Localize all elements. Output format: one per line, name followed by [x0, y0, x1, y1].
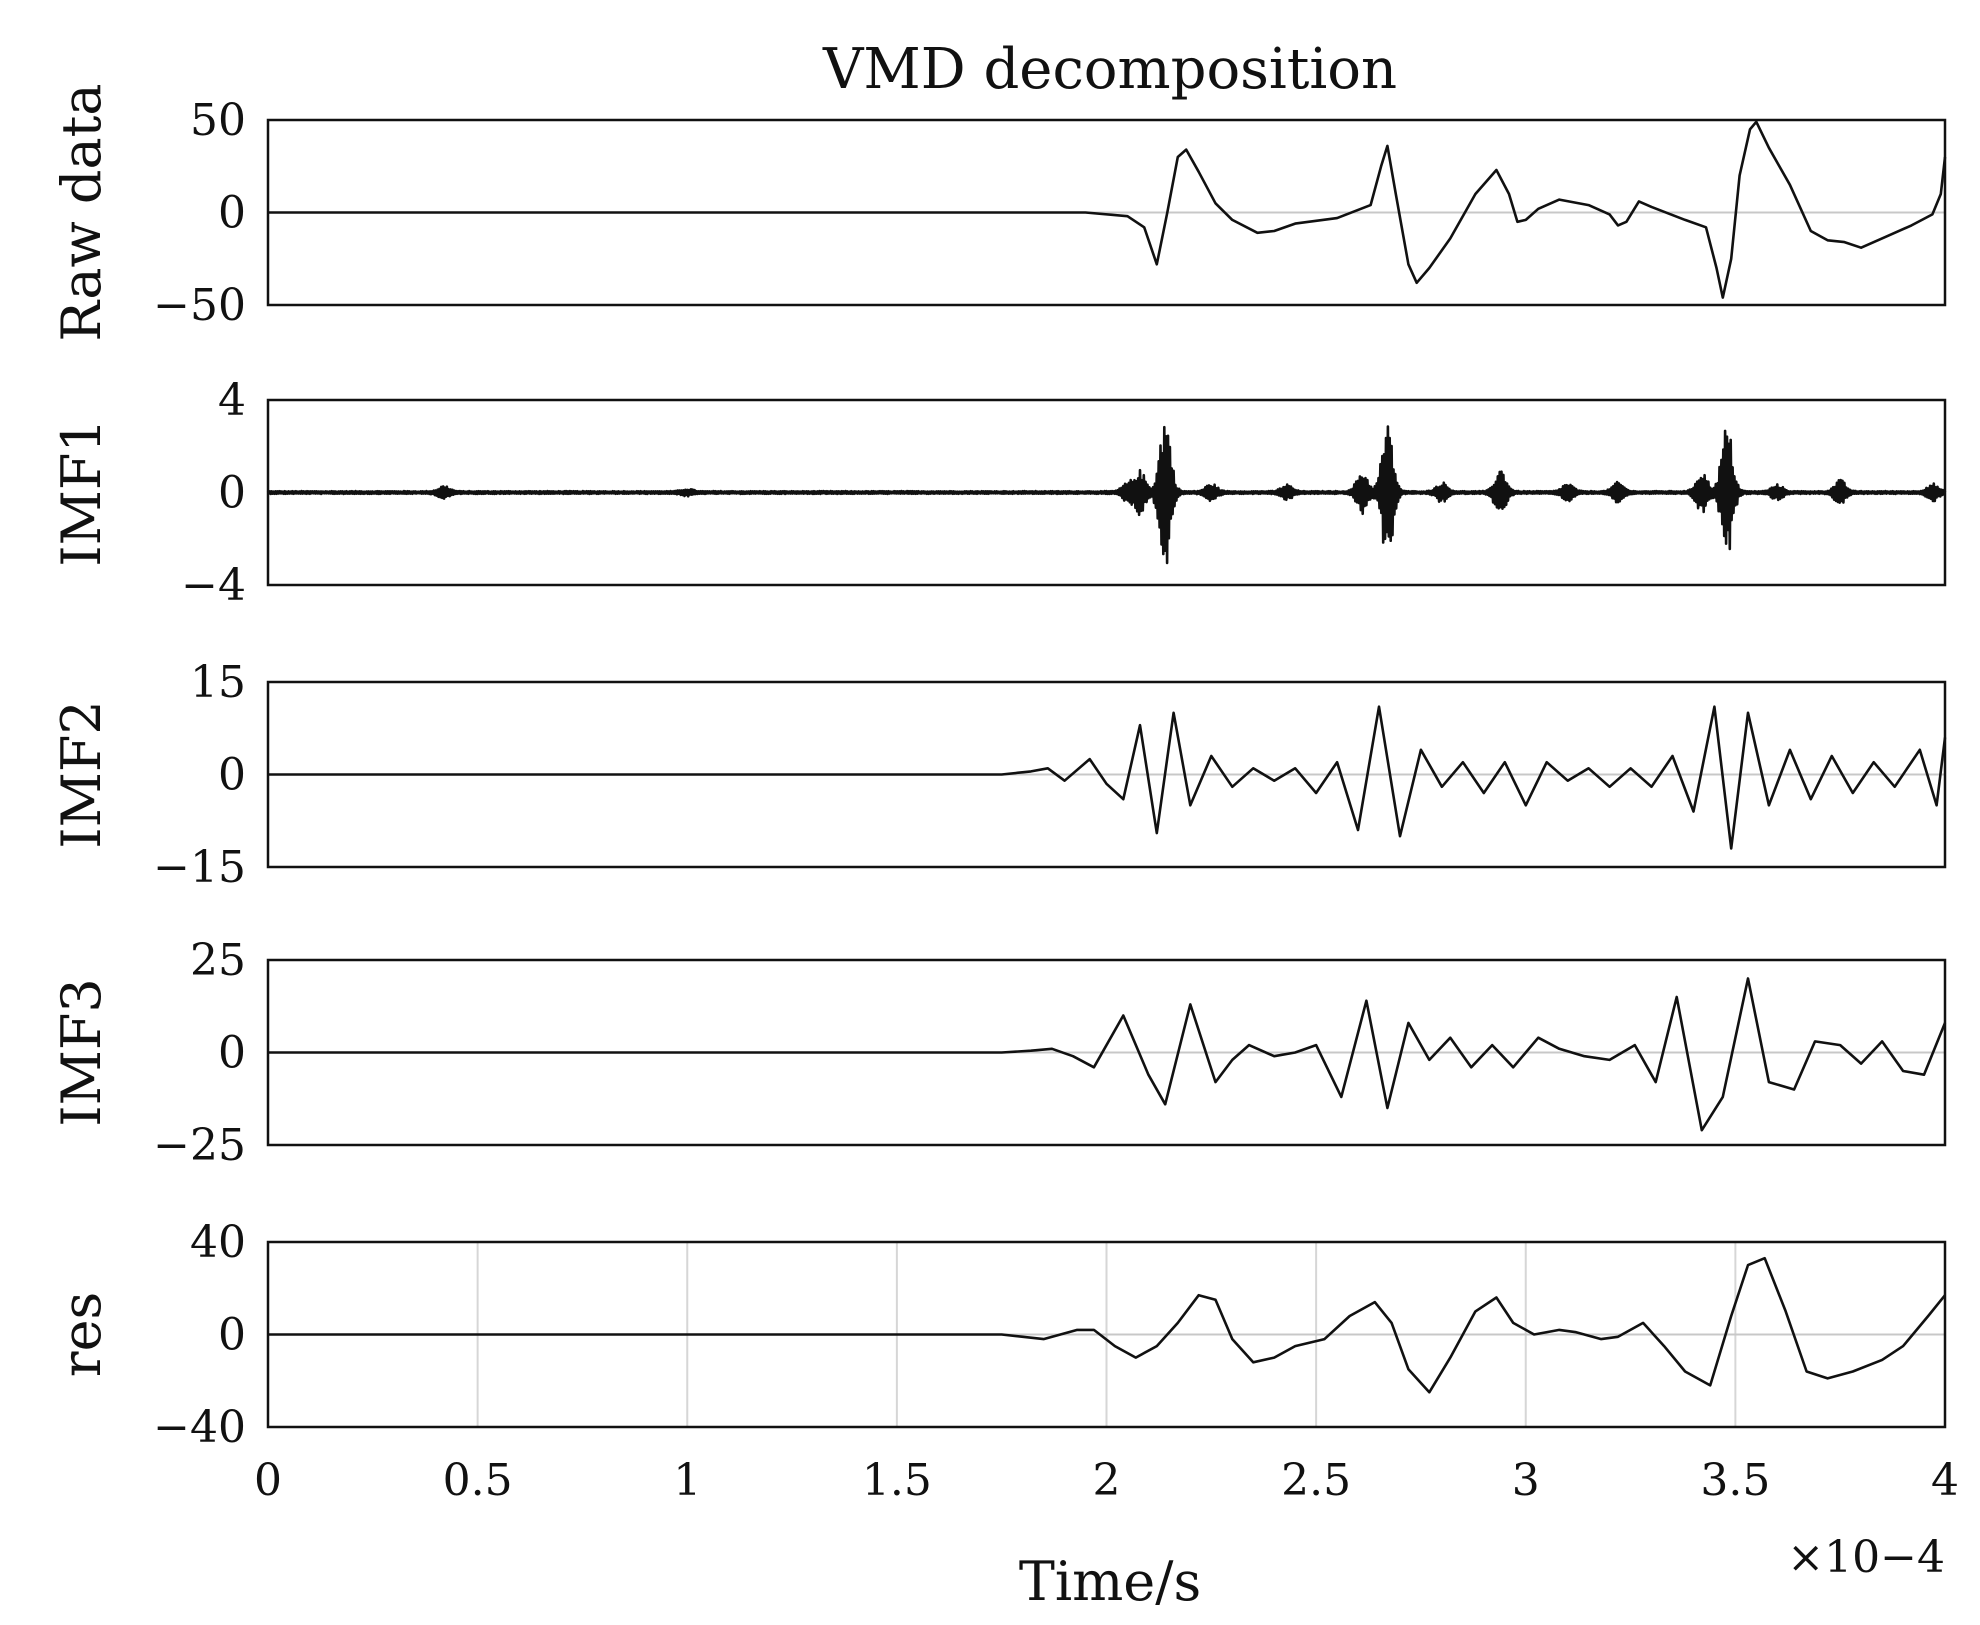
chart-title: VMD decomposition — [822, 37, 1397, 102]
y-tick-label: −4 — [181, 560, 246, 611]
panel-frame — [266, 1240, 1947, 1429]
y-tick-label: 0 — [218, 750, 246, 801]
y-tick-label: 25 — [190, 935, 246, 986]
y-tick-label: 50 — [190, 95, 246, 146]
series-line — [268, 120, 1947, 299]
series-line — [268, 977, 1947, 1132]
y-tick-label: 40 — [190, 1217, 246, 1268]
panel-frame — [266, 398, 1947, 587]
panel-imf2: 15 0 −15 IMF2 — [50, 657, 1947, 893]
x-tick-label: 0 — [254, 1455, 282, 1506]
panel-imf1: 4 0 −4 IMF1 — [50, 375, 1947, 611]
x-tick-label: 1.5 — [862, 1455, 932, 1506]
panel-frame — [266, 958, 1947, 1147]
x-tick-label: 2 — [1093, 1455, 1121, 1506]
y-tick-label: 0 — [218, 468, 246, 519]
x-tick-label: 3.5 — [1700, 1455, 1770, 1506]
x-tick-label: 0.5 — [443, 1455, 513, 1506]
y-axis-label: IMF3 — [50, 978, 113, 1126]
y-tick-label: 0 — [218, 188, 246, 239]
y-tick-label: −25 — [153, 1120, 246, 1171]
y-tick-label: −15 — [153, 842, 246, 893]
y-axis-label: res — [50, 1292, 113, 1377]
x-tick-label: 2.5 — [1281, 1455, 1351, 1506]
y-axis-label: Raw data — [50, 83, 113, 341]
x-tick-label: 4 — [1931, 1455, 1959, 1506]
panel-imf3: 25 0 −25 IMF3 — [50, 935, 1947, 1171]
y-tick-label: 15 — [190, 657, 246, 708]
x-tick-label: 1 — [673, 1455, 701, 1506]
series-line — [268, 1256, 1947, 1394]
panel-frame — [266, 680, 1947, 869]
y-tick-label: 4 — [218, 375, 246, 426]
y-tick-label: 0 — [218, 1310, 246, 1361]
x-axis: 0 0.5 1 1.5 2 2.5 3 3.5 4 — [254, 1455, 1959, 1506]
panel-res: 40 0 −40 res — [50, 1217, 1947, 1453]
x-axis-exponent: ×10−4 — [1787, 1532, 1945, 1583]
panel-raw-data: 50 0 −50 Raw data — [50, 83, 1947, 342]
panel-frame — [266, 118, 1947, 307]
y-tick-label: −50 — [153, 280, 246, 331]
y-tick-label: 0 — [218, 1028, 246, 1079]
x-axis-label: Time/s — [1019, 1550, 1201, 1613]
y-axis-label: IMF1 — [50, 418, 113, 566]
series-line — [268, 705, 1947, 850]
series-line — [266, 425, 1947, 565]
y-axis-label: IMF2 — [50, 700, 113, 848]
x-tick-label: 3 — [1512, 1455, 1540, 1506]
y-tick-label: −40 — [153, 1402, 246, 1453]
